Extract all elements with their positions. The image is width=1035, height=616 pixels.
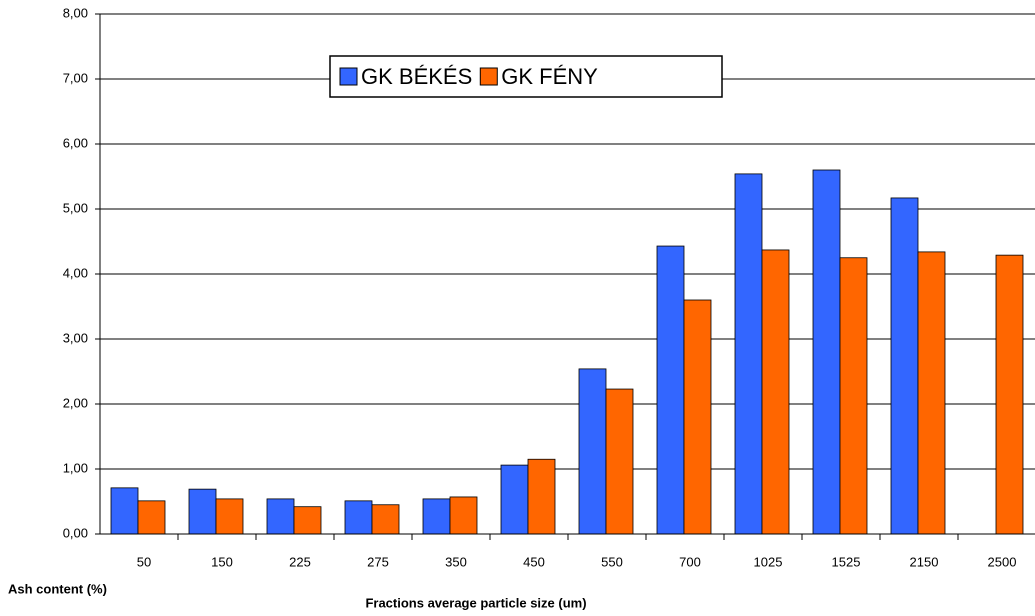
x-tick-label: 50 [137, 554, 151, 569]
x-tick-label: 550 [601, 554, 623, 569]
bar [215, 498, 244, 535]
bar [344, 500, 373, 535]
x-tick-label: 2500 [988, 554, 1017, 569]
y-tick-label: 3,00 [63, 330, 88, 345]
x-tick-label: 700 [679, 554, 701, 569]
bar [293, 506, 322, 535]
bar [266, 498, 295, 535]
legend-label: GK BÉKÉS [361, 64, 472, 89]
bar [422, 498, 451, 535]
y-tick-label: 4,00 [63, 265, 88, 280]
bar [812, 169, 841, 535]
bar [137, 500, 166, 535]
y-tick-label: 6,00 [63, 135, 88, 150]
y-tick-label: 8,00 [63, 5, 88, 20]
y-tick-label: 1,00 [63, 460, 88, 475]
bar [839, 257, 868, 535]
x-tick-label: 450 [523, 554, 545, 569]
bar [917, 251, 946, 535]
bar [683, 299, 712, 535]
x-tick-label: 150 [211, 554, 233, 569]
legend-swatch [339, 67, 358, 86]
bar [995, 254, 1024, 535]
bar [761, 249, 790, 535]
bar [605, 388, 634, 535]
bar [110, 487, 139, 535]
x-tick-label: 1025 [754, 554, 783, 569]
x-tick-label: 225 [289, 554, 311, 569]
legend-label: GK FÉNY [501, 64, 598, 89]
y-tick-label: 7,00 [63, 70, 88, 85]
legend-swatch [479, 67, 498, 86]
bar [734, 173, 763, 535]
y-tick-label: 5,00 [63, 200, 88, 215]
y-axis-title: Ash content (%) [8, 581, 107, 596]
bar [890, 197, 919, 535]
x-tick-label: 1525 [832, 554, 861, 569]
bar [527, 458, 556, 535]
legend-box [329, 55, 723, 98]
y-tick-label: 2,00 [63, 395, 88, 410]
x-axis-title: Fractions average particle size (um) [365, 595, 586, 610]
y-tick-label: 0,00 [63, 525, 88, 540]
x-tick-label: 275 [367, 554, 389, 569]
bar [500, 464, 529, 535]
bar [449, 496, 478, 535]
bar [188, 488, 217, 535]
x-tick-label: 2150 [910, 554, 939, 569]
bar [371, 504, 400, 535]
bar [656, 245, 685, 535]
x-tick-label: 350 [445, 554, 467, 569]
bar [578, 368, 607, 535]
